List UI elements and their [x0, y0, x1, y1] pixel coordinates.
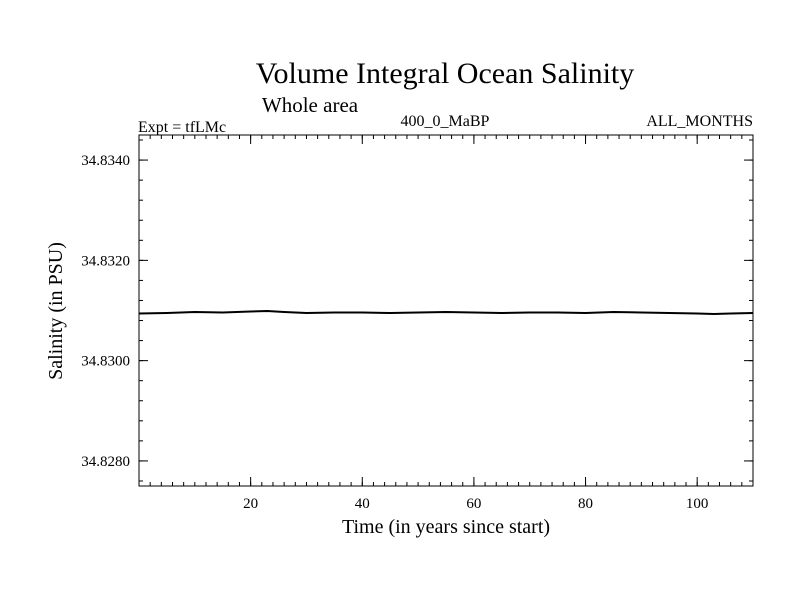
plot-frame	[138, 134, 754, 487]
chart-title: Volume Integral Ocean Salinity	[256, 57, 635, 90]
x-tick-label: 40	[355, 496, 370, 512]
x-tick-label: 100	[686, 496, 709, 512]
header-center-label: 400_0_MaBP	[401, 113, 490, 130]
header-left-label: Expt = tfLMc	[138, 119, 226, 136]
x-axis-label: Time (in years since start)	[342, 516, 550, 538]
chart-subtitle: Whole area	[262, 93, 359, 117]
series-line-salinity	[138, 310, 754, 315]
x-axis: 20 40 60 80 100	[149, 135, 743, 512]
y-axis-label: Salinity (in PSU)	[45, 242, 67, 380]
y-tick-label: 34.8300	[81, 354, 130, 370]
series-layer	[138, 310, 754, 315]
y-tick-label: 34.8340	[81, 153, 130, 169]
y-tick-label: 34.8280	[81, 454, 130, 470]
x-tick-label: 60	[466, 496, 481, 512]
header-right-label: ALL_MONTHS	[646, 113, 753, 130]
y-axis: 34.8280 34.8300 34.8320 34.8340	[81, 139, 753, 482]
y-tick-label: 34.8320	[81, 253, 130, 269]
x-tick-label: 80	[578, 496, 593, 512]
x-tick-label: 20	[243, 496, 258, 512]
